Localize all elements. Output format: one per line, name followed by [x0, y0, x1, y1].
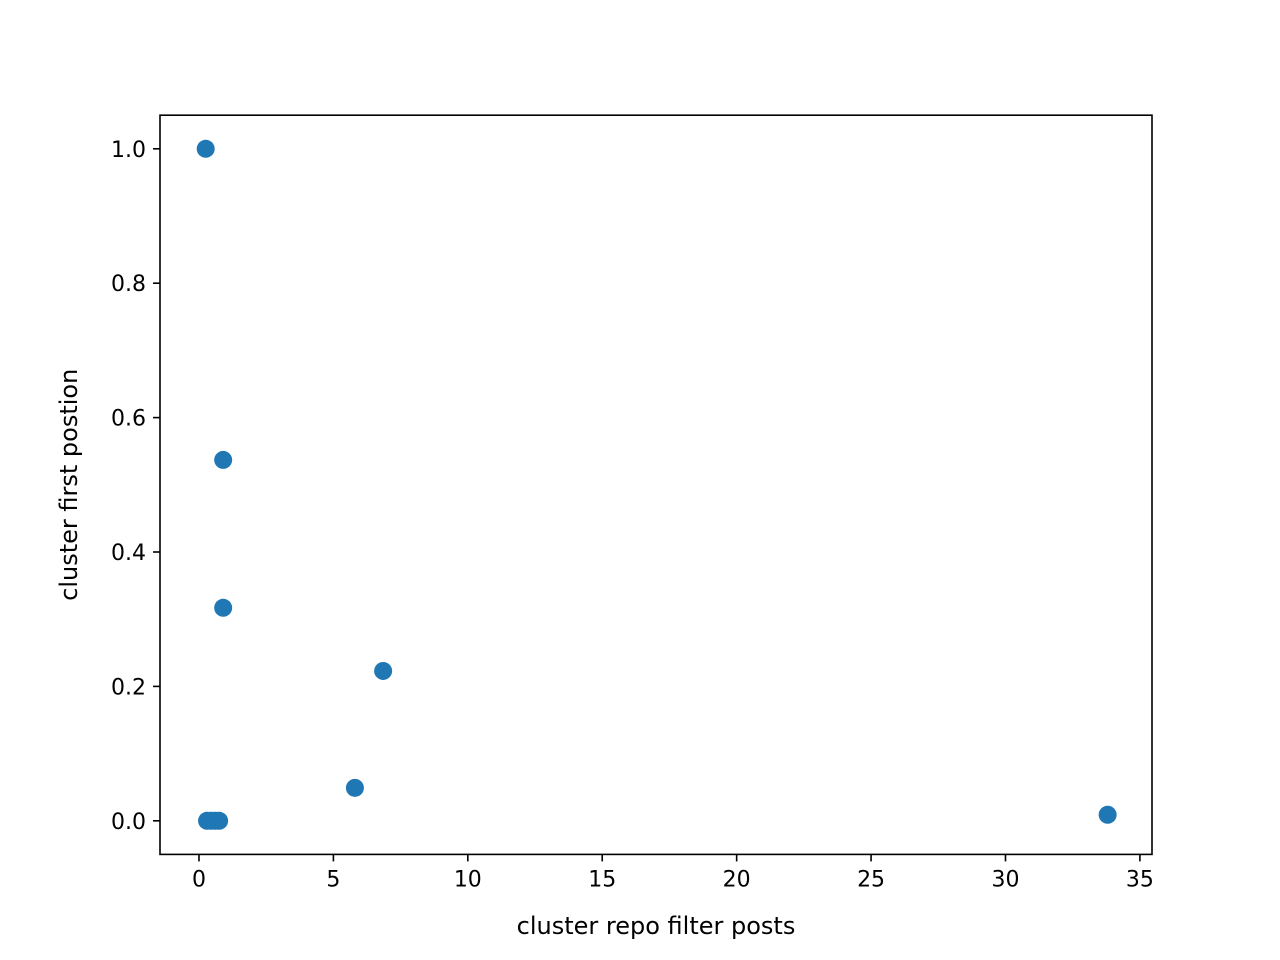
x-tick-label: 20 — [723, 867, 751, 892]
y-axis-ticks: 0.0 0.2 0.4 0.6 0.8 1.0 — [111, 138, 160, 835]
x-tick-label: 25 — [857, 867, 885, 892]
x-tick-label: 35 — [1126, 867, 1154, 892]
y-tick-label: 0.8 — [111, 272, 146, 297]
data-point — [214, 598, 233, 617]
data-point — [1098, 805, 1117, 824]
plot-area-frame — [159, 114, 1153, 856]
data-point — [214, 450, 233, 469]
data-points — [196, 139, 1117, 830]
x-tick-label: 5 — [326, 867, 340, 892]
x-tick-label: 10 — [454, 867, 482, 892]
x-axis-ticks: 0 5 10 15 20 25 30 35 — [192, 854, 1154, 892]
x-tick-label: 15 — [588, 867, 616, 892]
y-tick-label: 1.0 — [111, 138, 146, 163]
data-point — [210, 811, 229, 830]
x-tick-label: 30 — [991, 867, 1019, 892]
y-tick-label: 0.6 — [111, 407, 146, 432]
x-axis-title: cluster repo filter posts — [517, 912, 796, 940]
x-tick-label: 0 — [192, 867, 206, 892]
data-point — [345, 778, 364, 797]
data-point — [374, 661, 393, 680]
y-tick-label: 0.2 — [111, 675, 146, 700]
y-tick-label: 0.0 — [111, 810, 146, 835]
y-tick-label: 0.4 — [111, 541, 146, 566]
y-axis-title: cluster first postion — [55, 369, 83, 601]
data-point — [196, 139, 215, 158]
